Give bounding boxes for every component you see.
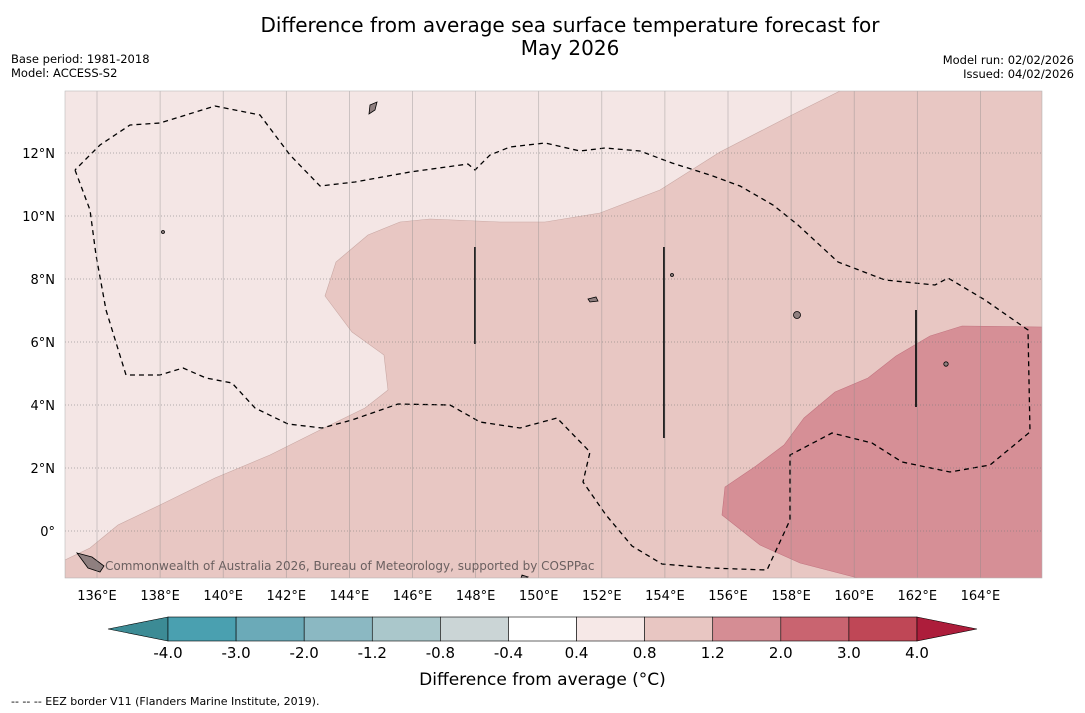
map-credit: Commonwealth of Australia 2026, Bureau o… <box>105 559 595 573</box>
lat-label: 4°N <box>31 399 56 414</box>
lon-label: 138°E <box>140 589 180 604</box>
issued-date: Issued: 04/02/2026 <box>963 67 1074 81</box>
colorbar-segment <box>440 616 509 642</box>
lon-label: 164°E <box>961 589 1001 604</box>
colorbar-segment <box>780 616 850 642</box>
lon-label: 136°E <box>77 589 117 604</box>
colorbar-tick-label: -2.0 <box>290 644 319 662</box>
lon-label: 146°E <box>393 589 433 604</box>
eez-borders <box>74 105 1031 571</box>
lat-label: 10°N <box>22 210 55 225</box>
chart-title: Difference from average sea surface temp… <box>150 14 990 60</box>
colorbar-tick-label: 3.0 <box>837 644 861 662</box>
colorbar-tick-label: 2.0 <box>769 644 793 662</box>
colorbar-extend-low <box>107 616 169 642</box>
model-run: Model run: 02/02/2026 <box>942 53 1074 67</box>
colorbar-ticks: -4.0 -3.0 -2.0 -1.2 -0.8 -0.4 0.4 0.8 1.2 2.0 3.0 4… <box>153 644 929 662</box>
lon-label: 154°E <box>645 589 685 604</box>
island-small-1 <box>670 273 674 277</box>
longitude-labels: 136°E 138°E 140°E 142°E 144°E 146°E 148°E 150°E… <box>77 589 1000 604</box>
lat-label: 6°N <box>31 336 56 351</box>
lon-label: 148°E <box>456 589 496 604</box>
colorbar-segment <box>712 616 782 642</box>
lon-label: 152°E <box>582 589 622 604</box>
island-chuuk <box>587 296 599 303</box>
lat-label: 0° <box>40 525 55 540</box>
island-south <box>520 574 530 578</box>
colorbar-segment <box>576 616 645 642</box>
colorbar-title: Difference from average (°C) <box>419 670 666 690</box>
colorbar-tick-label: 1.2 <box>701 644 725 662</box>
lat-label: 2°N <box>31 462 56 477</box>
map-frame <box>64 90 1043 579</box>
colorbar-tick-label: 0.8 <box>633 644 657 662</box>
colorbar-tick-label: -1.2 <box>358 644 387 662</box>
colorbar-tick-label: 0.4 <box>565 644 589 662</box>
latitude-labels: 12°N 10°N 8°N 6°N 4°N 2°N 0° <box>22 147 55 540</box>
colorbar-segment <box>303 616 373 642</box>
colorbar-tick-label: -0.8 <box>426 644 455 662</box>
lat-label: 12°N <box>22 147 55 162</box>
colorbar-segment <box>167 616 237 642</box>
meta-right: Model run: 02/02/2026 Issued: 04/02/2026 <box>943 53 1074 81</box>
colorbar-tick-label: -3.0 <box>221 644 250 662</box>
eez-footnote: -- -- -- EEZ border V11 (Flanders Marine… <box>11 695 320 708</box>
colorbar-tick-label: -0.4 <box>494 644 523 662</box>
colorbar-segment <box>848 616 918 642</box>
longitude-markers <box>474 247 917 438</box>
lon-label: 160°E <box>834 589 874 604</box>
eez-palau-fsm-west <box>74 105 1031 571</box>
base-period: Base period: 1981-2018 <box>11 52 150 66</box>
island-pohnpei <box>793 311 801 319</box>
island-kosrae <box>943 361 949 367</box>
colorbar-tick-label: -4.0 <box>153 644 182 662</box>
lon-label: 140°E <box>203 589 243 604</box>
colorbar <box>107 616 978 642</box>
colorbar-segment <box>644 616 714 642</box>
lat-label: 8°N <box>31 273 56 288</box>
title-line-1: Difference from average sea surface temp… <box>260 13 880 37</box>
model-name: Model: ACCESS-S2 <box>11 66 118 80</box>
lon-label: 156°E <box>708 589 748 604</box>
island-guam <box>368 101 378 115</box>
meta-left: Base period: 1981-2018 Model: ACCESS-S2 <box>11 52 150 80</box>
lon-label: 150°E <box>519 589 559 604</box>
map-canvas <box>65 91 1042 578</box>
band-1-2-2-0 <box>721 325 1042 578</box>
lon-label: 158°E <box>771 589 811 604</box>
title-line-2: May 2026 <box>520 36 620 60</box>
colorbar-segment <box>235 616 305 642</box>
island-yap <box>161 230 165 234</box>
colorbar-extend-high <box>916 616 978 642</box>
colorbar-tick-label: 4.0 <box>905 644 929 662</box>
lon-label: 144°E <box>330 589 370 604</box>
lon-label: 142°E <box>267 589 307 604</box>
lon-label: 162°E <box>898 589 938 604</box>
gridlines <box>65 91 1042 578</box>
colorbar-segment <box>508 616 577 642</box>
colorbar-segment <box>371 616 441 642</box>
